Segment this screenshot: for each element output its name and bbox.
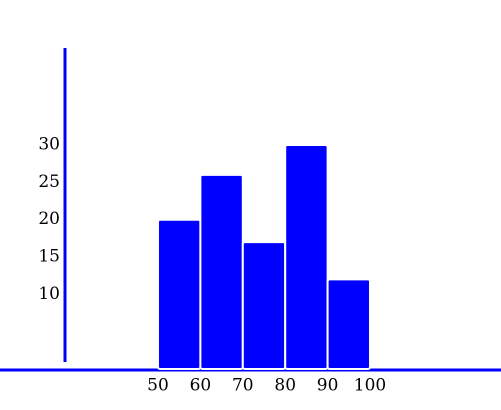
x-tick-label: 100 [354, 376, 386, 396]
x-tick-label: 60 [190, 376, 212, 396]
x-tick-label: 70 [232, 376, 254, 396]
bar [284, 144, 329, 370]
y-tick-label: 20 [38, 209, 60, 229]
y-tick-label: 25 [38, 172, 60, 192]
y-tick-label: 15 [38, 247, 60, 267]
x-tick-label: 90 [317, 376, 339, 396]
x-tick-label: 80 [274, 376, 296, 396]
x-tick-label: 50 [147, 376, 169, 396]
bar [199, 173, 244, 370]
y-tick-label: 30 [38, 135, 60, 155]
bar [157, 218, 202, 370]
bar [326, 278, 372, 371]
y-tick-label: 10 [38, 284, 60, 304]
bar [241, 241, 287, 370]
